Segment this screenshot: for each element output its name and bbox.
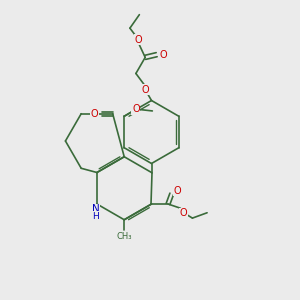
Text: N: N	[92, 204, 99, 214]
Text: O: O	[160, 50, 167, 60]
Text: CH₃: CH₃	[116, 232, 132, 241]
Text: O: O	[135, 34, 142, 45]
Text: O: O	[132, 104, 140, 115]
Text: O: O	[180, 208, 187, 218]
Text: O: O	[141, 85, 149, 94]
Text: H: H	[92, 212, 99, 221]
Text: O: O	[174, 186, 182, 196]
Text: O: O	[91, 109, 98, 119]
